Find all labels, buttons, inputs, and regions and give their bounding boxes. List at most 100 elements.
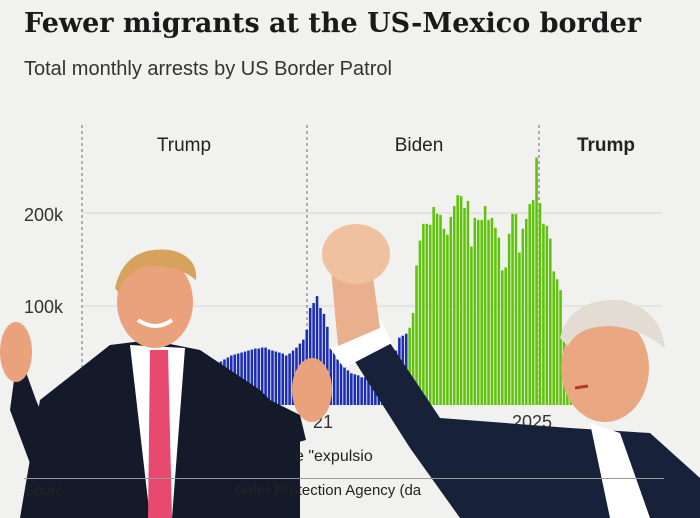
- y-tick-label-200k: 200k: [24, 205, 64, 225]
- bar-biden-1-16: [463, 207, 466, 405]
- left-person-hand-left: [0, 322, 32, 382]
- right-person-fist: [322, 224, 390, 284]
- bar-biden-1-40: [545, 225, 549, 405]
- bar-biden-1-0: [408, 327, 411, 405]
- bar-trump-0-38: [312, 303, 315, 405]
- left-person-photo: [0, 249, 332, 518]
- bar-trump-0-25: [267, 349, 271, 405]
- bar-trump-0-26: [271, 350, 274, 405]
- bar-trump-0-20: [250, 349, 254, 405]
- left-person-hair: [115, 249, 197, 292]
- bar-biden-1-21: [480, 219, 483, 405]
- left-person-smile: [136, 318, 174, 328]
- right-person-shirt-cuff: [330, 318, 392, 368]
- bar-biden-1-24: [490, 217, 494, 405]
- left-person-tie: [148, 350, 172, 518]
- bar-trump-0-46: [339, 363, 343, 405]
- left-person-hand-right: [292, 358, 332, 422]
- chart-subtitle: Total monthly arrests by US Border Patro…: [24, 58, 392, 80]
- bar-trump-0-32: [291, 350, 295, 405]
- bar-trump-0-40: [319, 307, 322, 405]
- bar-trump-0-44: [332, 351, 336, 405]
- bar-biden-1-15: [459, 196, 463, 405]
- bar-trump-0-56: [374, 384, 377, 405]
- bar-trump-0-28: [278, 352, 281, 405]
- source-text-left: Sourc: [24, 482, 64, 499]
- bar-biden-1-7: [432, 207, 435, 405]
- bar-trump-0-42: [326, 326, 329, 405]
- right-person-collar: [590, 423, 650, 518]
- bar-trump-0-30: [284, 355, 288, 405]
- bar-biden-1-12: [449, 216, 453, 405]
- bar-biden-1-38: [538, 203, 542, 405]
- bar-biden-1-17: [466, 201, 470, 405]
- bar-biden-1-31: [514, 213, 518, 405]
- bar-biden-1-43: [555, 279, 559, 405]
- period-label-trump-2: Trump: [577, 135, 635, 156]
- bar-biden-1-4: [422, 223, 425, 405]
- bar-biden-1-35: [528, 204, 531, 405]
- bar-biden-1-29: [507, 233, 511, 405]
- bar-trump-0-19: [247, 350, 250, 405]
- bar-trump-0-53: [363, 377, 367, 405]
- bar-trump-0-31: [288, 353, 291, 405]
- bar-trump-0-22: [257, 348, 261, 405]
- bar-biden-1-37: [535, 157, 538, 405]
- bar-trump-0-23: [260, 347, 264, 405]
- bar-biden-1-10: [442, 228, 446, 405]
- bar-biden-1-2: [415, 265, 418, 405]
- bar-trump-0-43: [329, 348, 333, 405]
- bar-trump-0-47: [343, 365, 346, 405]
- bar-trump-0-41: [322, 313, 326, 405]
- bar-trump-0-39: [315, 296, 319, 405]
- bar-trump-0-52: [360, 377, 363, 405]
- right-person-hair: [560, 299, 665, 348]
- y-tick-label-100k: 100k: [24, 297, 64, 317]
- bar-trump-0-27: [274, 351, 278, 405]
- right-person-photo: [322, 224, 700, 518]
- bar-biden-1-42: [552, 271, 555, 405]
- bar-trump-0-48: [346, 370, 350, 405]
- bar-biden-1-34: [525, 218, 528, 405]
- right-person-mouth-mark: [574, 384, 589, 390]
- bar-biden-1-18: [470, 246, 473, 405]
- bar-biden-1-9: [439, 214, 442, 405]
- right-person-face: [561, 314, 649, 422]
- bar-biden-1-26: [497, 237, 501, 405]
- bar-trump-0-18: [243, 351, 247, 405]
- bar-biden-1-1: [411, 312, 415, 405]
- bar-biden-1-6: [428, 224, 432, 405]
- bar-biden-1-44: [559, 290, 562, 405]
- bar-biden-1-30: [511, 213, 514, 405]
- bar-biden-1-32: [518, 252, 521, 405]
- bar-biden-1-41: [549, 238, 552, 405]
- bar-trump-0-51: [356, 375, 360, 405]
- bar-trump-0-21: [254, 348, 257, 405]
- bar-biden-1-22: [483, 206, 487, 405]
- bar-trump-0-24: [264, 347, 267, 405]
- bar-trump-0-50: [353, 374, 357, 405]
- bar-biden-1-27: [500, 270, 504, 405]
- bar-biden-1-11: [446, 234, 449, 405]
- left-person-face: [117, 256, 193, 348]
- bar-biden-1-36: [531, 200, 535, 405]
- chart-title: Fewer migrants at the US-Mexico border: [24, 8, 641, 39]
- bar-biden-1-8: [435, 213, 439, 405]
- bar-biden-1-23: [487, 219, 490, 405]
- period-label-trump-1: Trump: [157, 135, 211, 156]
- bar-trump-0-55: [370, 381, 374, 405]
- bar-biden-1-33: [521, 228, 525, 405]
- bar-biden-1-14: [456, 195, 459, 405]
- chart-footnote: e "expulsio: [295, 448, 373, 465]
- bar-biden-1-25: [494, 227, 497, 405]
- source-line: Sourc order Protection Agency (da: [24, 482, 421, 499]
- source-text-right: order Protection Agency (da: [235, 482, 422, 499]
- bar-biden-1-28: [504, 267, 507, 405]
- bar-trump-0-29: [281, 353, 285, 405]
- bar-biden-1-39: [542, 223, 545, 405]
- bar-biden-1-20: [476, 219, 480, 405]
- period-label-biden: Biden: [395, 135, 444, 156]
- bar-biden-1-19: [473, 217, 477, 405]
- bar-biden-1-13: [452, 206, 456, 405]
- bar-trump-0-49: [350, 373, 353, 405]
